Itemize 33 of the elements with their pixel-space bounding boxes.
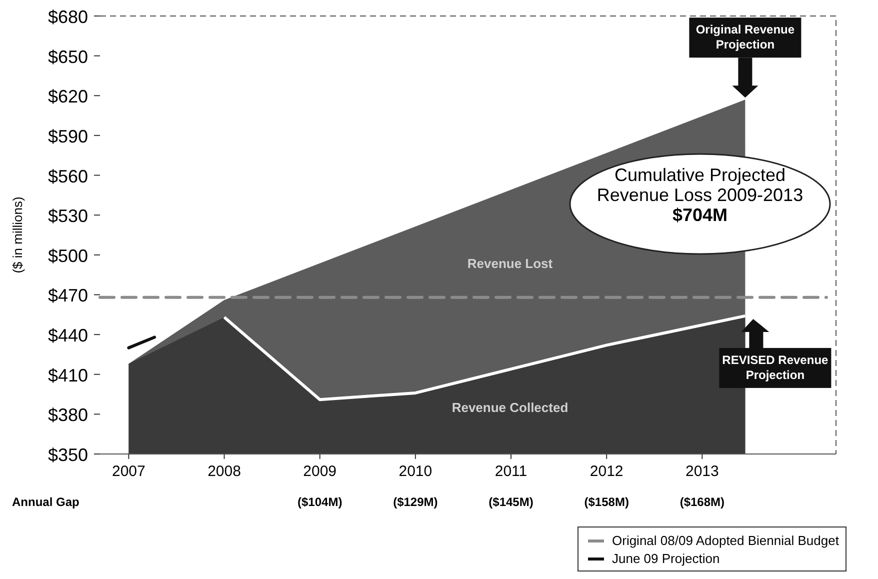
text: Annual Gap xyxy=(12,495,80,509)
y-tick-label: $680 xyxy=(48,7,88,27)
y-tick-label: $620 xyxy=(48,86,88,107)
x-tick-label: 2009 xyxy=(303,463,337,480)
y-tick-label: $470 xyxy=(48,286,88,306)
y-tick-label: $650 xyxy=(48,46,88,67)
text: ($104M) xyxy=(298,495,342,509)
x-tick-label: 2010 xyxy=(398,463,432,480)
x-tick-label: 2008 xyxy=(208,463,241,480)
legend-label: Original 08/09 Adopted Biennial Budget xyxy=(612,533,840,548)
x-tick-label: 2012 xyxy=(590,463,624,480)
legend-label: June 09 Projection xyxy=(612,551,720,566)
y-tick-label: $500 xyxy=(48,246,88,266)
y-tick-label: $560 xyxy=(48,166,88,186)
annotation: Revenue Lost xyxy=(467,256,554,271)
x-tick-label: 2007 xyxy=(112,463,146,480)
annotation: Original Revenue Projection xyxy=(696,22,795,52)
x-tick-label: 2013 xyxy=(685,463,719,480)
y-tick-label: $410 xyxy=(48,365,88,386)
annotation: REVISED Revenue Projection xyxy=(722,352,829,382)
y-axis-title: ($ in millions) xyxy=(10,196,25,274)
annotation: Cumulative Projected Revenue Loss 2009-2013 $704M xyxy=(596,165,804,225)
annotation: Revenue Collected xyxy=(452,400,568,415)
text: ($168M) xyxy=(680,495,725,509)
y-tick-label: $440 xyxy=(48,326,88,346)
y-tick-label: $350 xyxy=(48,445,88,465)
y-tick-label: $380 xyxy=(48,405,88,426)
x-tick-label: 2011 xyxy=(494,463,528,480)
text: ($158M) xyxy=(584,495,629,509)
text: ($129M) xyxy=(393,495,438,509)
y-tick-label: $530 xyxy=(48,206,88,226)
y-tick-label: $590 xyxy=(48,126,88,146)
text: ($145M) xyxy=(488,495,534,509)
